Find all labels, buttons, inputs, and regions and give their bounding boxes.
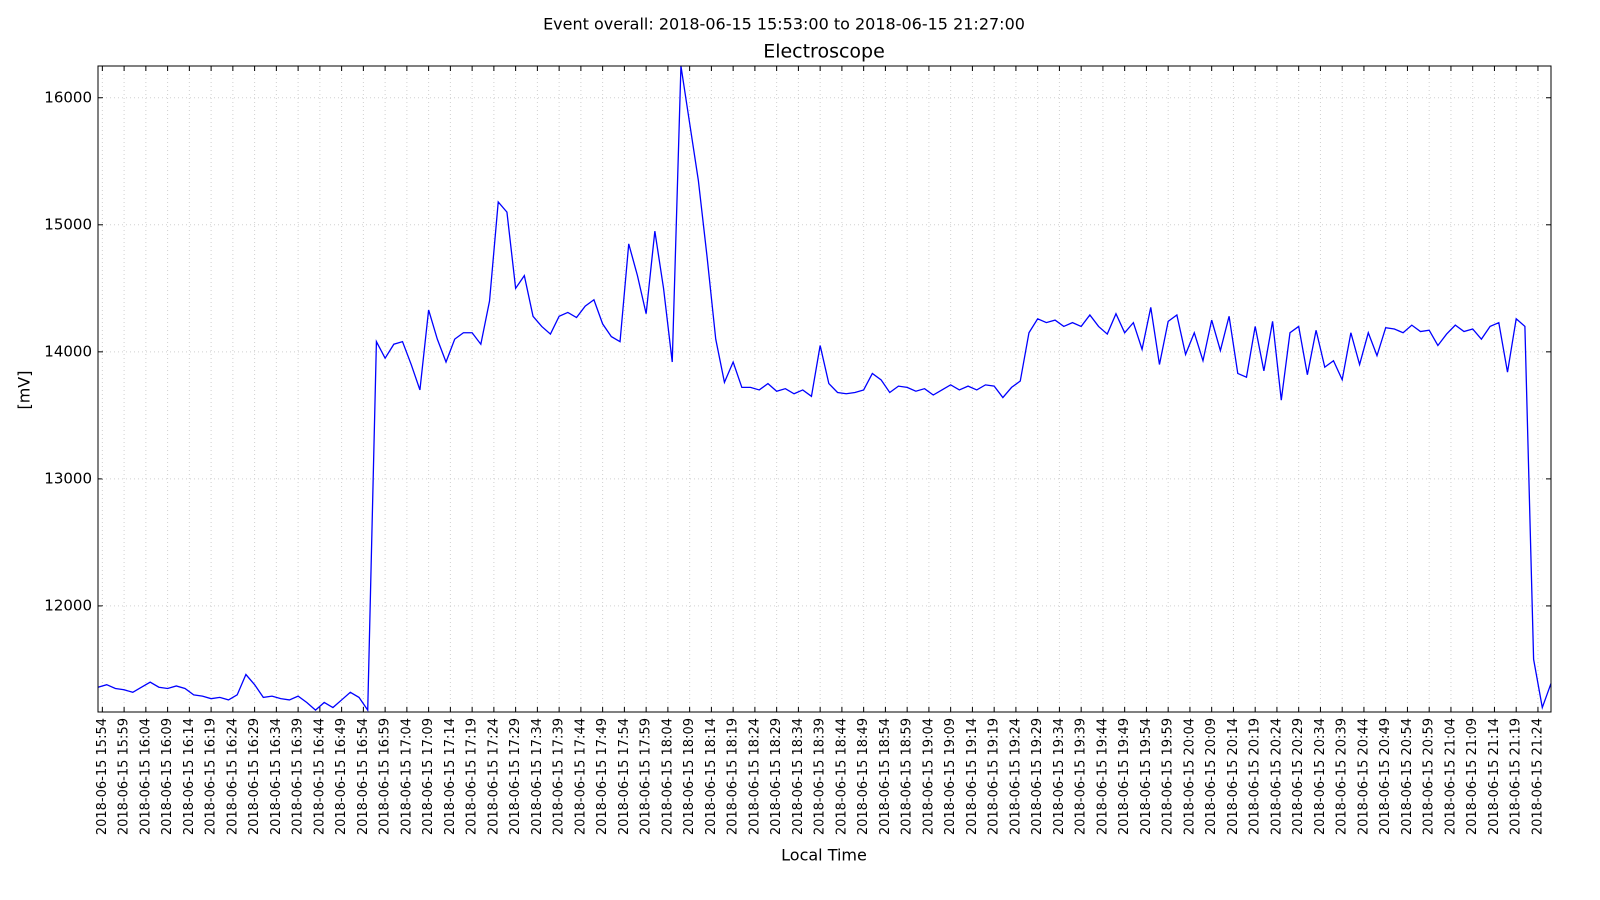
x-tick-label: 2018-06-15 17:49 <box>595 718 610 835</box>
x-tick-label: 2018-06-15 20:19 <box>1248 718 1263 835</box>
x-tick-label: 2018-06-15 19:54 <box>1139 718 1154 835</box>
x-tick-label: 2018-06-15 16:59 <box>378 718 393 835</box>
x-axis-label: Local Time <box>781 846 867 865</box>
x-tick-label: 2018-06-15 20:34 <box>1313 718 1328 835</box>
x-tick-label: 2018-06-15 20:44 <box>1356 718 1371 835</box>
x-tick-label: 2018-06-15 19:19 <box>987 718 1002 835</box>
x-tick-label: 2018-06-15 19:34 <box>1052 718 1067 835</box>
x-tick-label: 2018-06-15 21:19 <box>1509 718 1524 835</box>
x-tick-label: 2018-06-15 20:04 <box>1182 718 1197 835</box>
x-tick-label: 2018-06-15 17:44 <box>573 718 588 835</box>
x-tick-label: 2018-06-15 18:24 <box>747 718 762 835</box>
x-tick-label: 2018-06-15 17:29 <box>508 718 523 835</box>
x-tick-label: 2018-06-15 20:39 <box>1335 718 1350 835</box>
x-tick-label: 2018-06-15 20:09 <box>1204 718 1219 835</box>
x-tick-label: 2018-06-15 18:39 <box>813 718 828 835</box>
chart-title: Electroscope <box>763 41 885 63</box>
x-tick-label: 2018-06-15 16:44 <box>312 718 327 835</box>
x-tick-label: 2018-06-15 19:09 <box>943 718 958 835</box>
x-tick-label: 2018-06-15 18:34 <box>791 718 806 835</box>
x-tick-label: 2018-06-15 21:09 <box>1465 718 1480 835</box>
x-tick-label: 2018-06-15 15:59 <box>117 718 132 835</box>
x-tick-label: 2018-06-15 16:14 <box>182 718 197 835</box>
y-tick-label: 15000 <box>44 215 92 233</box>
x-tick-label: 2018-06-15 19:44 <box>1095 718 1110 835</box>
x-tick-label: 2018-06-15 17:19 <box>465 718 480 835</box>
x-tick-label: 2018-06-15 19:24 <box>1008 718 1023 835</box>
x-tick-label: 2018-06-15 16:09 <box>160 718 175 835</box>
x-tick-label: 2018-06-15 19:29 <box>1030 718 1045 835</box>
x-tick-label: 2018-06-15 19:04 <box>921 718 936 835</box>
x-tick-label: 2018-06-15 18:04 <box>660 718 675 835</box>
data-line <box>97 65 1552 713</box>
x-tick-label: 2018-06-15 21:14 <box>1487 718 1502 835</box>
x-tick-label: 2018-06-15 17:34 <box>530 718 545 835</box>
x-tick-label: 2018-06-15 19:39 <box>1074 718 1089 835</box>
x-tick-label: 2018-06-15 18:49 <box>856 718 871 835</box>
x-tick-label: 2018-06-15 18:44 <box>834 718 849 835</box>
x-tick-label: 2018-06-15 16:04 <box>138 718 153 835</box>
x-tick-label: 2018-06-15 21:24 <box>1530 718 1545 835</box>
x-tick-label: 2018-06-15 20:14 <box>1226 718 1241 835</box>
x-tick-label: 2018-06-15 17:24 <box>486 718 501 835</box>
y-tick-label: 16000 <box>44 88 92 106</box>
x-tick-label: 2018-06-15 19:14 <box>965 718 980 835</box>
x-tick-label: 2018-06-15 18:14 <box>704 718 719 835</box>
x-tick-label: 2018-06-15 17:09 <box>421 718 436 835</box>
x-tick-label: 2018-06-15 18:29 <box>769 718 784 835</box>
x-tick-label: 2018-06-15 16:49 <box>334 718 349 835</box>
x-tick-label: 2018-06-15 16:34 <box>269 718 284 835</box>
x-tick-label: 2018-06-15 18:59 <box>900 718 915 835</box>
y-tick-label: 12000 <box>44 596 92 614</box>
plot-frame <box>97 65 1552 713</box>
x-tick-label: 2018-06-15 19:49 <box>1117 718 1132 835</box>
x-tick-label: 2018-06-15 16:54 <box>356 718 371 835</box>
x-tick-label: 2018-06-15 20:49 <box>1378 718 1393 835</box>
x-tick-label: 2018-06-15 18:19 <box>726 718 741 835</box>
x-tick-label: 2018-06-15 16:24 <box>225 718 240 835</box>
x-tick-label: 2018-06-15 20:54 <box>1400 718 1415 835</box>
x-tick-label: 2018-06-15 17:14 <box>443 718 458 835</box>
suptitle: Event overall: 2018-06-15 15:53:00 to 20… <box>543 15 1025 34</box>
x-tick-label: 2018-06-15 17:04 <box>399 718 414 835</box>
x-tick-label: 2018-06-15 18:09 <box>682 718 697 835</box>
x-tick-label: 2018-06-15 16:39 <box>291 718 306 835</box>
x-tick-label: 2018-06-15 17:39 <box>552 718 567 835</box>
x-tick-label: 2018-06-15 18:54 <box>878 718 893 835</box>
x-tick-label: 2018-06-15 16:29 <box>247 718 262 835</box>
x-tick-label: 2018-06-15 17:59 <box>639 718 654 835</box>
y-tick-label: 13000 <box>44 469 92 487</box>
x-tick-label: 2018-06-15 20:24 <box>1269 718 1284 835</box>
x-tick-label: 2018-06-15 15:54 <box>95 718 110 835</box>
x-tick-label: 2018-06-15 17:54 <box>617 718 632 835</box>
x-tick-label: 2018-06-15 21:04 <box>1443 718 1458 835</box>
x-tick-label: 2018-06-15 20:59 <box>1422 718 1437 835</box>
x-tick-label: 2018-06-15 20:29 <box>1291 718 1306 835</box>
x-tick-label: 2018-06-15 16:19 <box>204 718 219 835</box>
y-axis-label: [mV] <box>15 370 34 409</box>
x-tick-label: 2018-06-15 19:59 <box>1161 718 1176 835</box>
y-tick-label: 14000 <box>44 342 92 360</box>
